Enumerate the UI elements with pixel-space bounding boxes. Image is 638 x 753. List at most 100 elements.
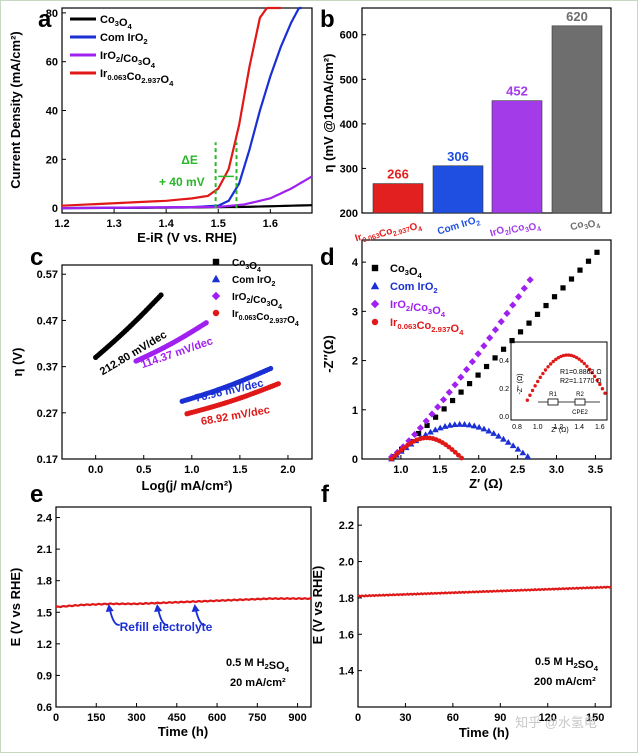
panel-b-bar — [372, 183, 424, 214]
panel-d-point-iro2co3o4 — [497, 318, 505, 326]
panel-b-category-label: IrO2/Co3O4 — [489, 214, 543, 247]
panel-f-xtick-label: 30 — [399, 712, 411, 724]
panel-d-point-co3o4 — [526, 320, 532, 326]
panel-d-inset-point — [561, 353, 566, 358]
panel-c-frame — [61, 264, 313, 460]
panel-d-point-co3o4 — [500, 346, 507, 352]
panel-e-ytick-label: 1.5 — [37, 607, 52, 619]
panel-f-ytick-label: 1.6 — [339, 629, 354, 641]
panel-d-point-iro2co3o4 — [457, 373, 465, 381]
panel-d-point-comiro2 — [456, 420, 464, 427]
panel-d-point-comiro2 — [514, 445, 522, 452]
panel-a-legend-label: Com IrO2 — [100, 32, 148, 46]
panel-d-point-co3o4 — [509, 337, 515, 344]
panel-b-category-label: Co3O4 — [569, 214, 601, 238]
panel-c-ytick-label: 0.27 — [37, 408, 58, 420]
panel-f-series — [357, 585, 612, 598]
panel-e-condition-current: 20 mA/cm² — [230, 677, 286, 689]
panel-f-xtick-label: 0 — [355, 712, 361, 724]
panel-d-point-comiro2 — [470, 422, 478, 429]
panel-d-inset-xlabel: Z′ (Ω) — [551, 427, 568, 434]
panel-c-xtick-label: 0.0 — [88, 464, 103, 476]
panel-letter-d: d — [320, 244, 335, 271]
panel-f-xtick-label: 90 — [494, 712, 506, 724]
panel-letter-e: e — [30, 481, 43, 508]
panel-e-ytick-label: 0.6 — [37, 702, 52, 714]
panel-d-inset-point — [577, 357, 581, 361]
panel-d-point-iro2co3o4 — [520, 284, 528, 292]
panel-d-legend-label: IrO2/Co3O4 — [390, 299, 446, 319]
panel-d-inset-point — [592, 374, 597, 379]
panel-d-inset-ylabel: -Z′′ (Ω) — [517, 373, 524, 394]
panel-a-legend-label: IrO2/Co3O4 — [100, 50, 156, 70]
panel-d-point-ir — [392, 453, 398, 459]
panel-d-inset-xtick-label: 1.2 — [554, 424, 564, 431]
panel-f-ylabel: E (V vs RHE) — [310, 566, 325, 645]
panel-d-legend-label: Ir0.063Co2.937O4 — [390, 317, 464, 337]
panel-d-point-co3o4 — [534, 311, 541, 317]
panel-d-xtick-label: 2.0 — [471, 464, 486, 476]
panel-d-inset-circuit-r1 — [547, 398, 559, 406]
panel-d-legend-marker — [370, 281, 380, 290]
panel-d-point-ir — [449, 447, 455, 452]
panel-e-condition-electrolyte: 0.5 M H2SO4 — [226, 657, 290, 674]
panel-d-point-co3o4 — [449, 397, 456, 404]
panel-f-ytick-label: 2.0 — [339, 557, 354, 569]
panel-d-point-comiro2 — [441, 423, 449, 429]
panel-a-xtick-label: 1.4 — [159, 218, 175, 230]
panel-letter-c: c — [30, 244, 43, 271]
panel-letter-b: b — [320, 6, 335, 33]
panel-d-xtick-label: 3.0 — [549, 464, 564, 476]
panel-a-legend-label: Co3O4 — [100, 14, 133, 31]
panel-d-point-co3o4 — [543, 302, 549, 309]
panel-f-ytick-label: 2.2 — [339, 520, 354, 532]
panel-d-point-iro2co3o4 — [514, 293, 523, 301]
panel-d-inset-point — [574, 355, 579, 360]
panel-d-inset-point — [525, 398, 530, 402]
panel-a-xtick-label: 1.3 — [106, 218, 121, 230]
panel-d-inset-circuit-label-cpe: CPE2 — [572, 410, 588, 416]
panel-a-xtick-label: 1.6 — [263, 218, 278, 230]
panel-d-point-iro2co3o4 — [509, 301, 517, 309]
panel-c-legend-label: Co3O4 — [232, 258, 261, 274]
panel-d-point-comiro2 — [451, 421, 459, 428]
panel-d-point-ir — [456, 452, 461, 458]
panel-d-point-iro2co3o4 — [434, 403, 442, 411]
panel-c-point — [158, 292, 164, 298]
panel-d-point-iro2co3o4 — [411, 430, 419, 439]
panel-e-xtick-label: 300 — [127, 712, 145, 724]
panel-d-inset-point — [541, 371, 545, 376]
panel-d-inset-ytick-label: 0.0 — [499, 414, 509, 421]
panel-e-xtick-label: 750 — [248, 712, 266, 724]
panel-d-point-ir — [459, 455, 464, 461]
panel-d-point-co3o4 — [475, 372, 481, 378]
panel-d-inset-point — [595, 378, 599, 382]
panel-e-xtick-label: 450 — [168, 712, 186, 724]
panel-d-inset-point — [567, 353, 571, 357]
panel-d-inset-point — [603, 391, 607, 395]
panel-a-ytick-label: 0 — [52, 203, 58, 215]
panel-a-ytick-label: 80 — [46, 8, 58, 20]
panel-d-point-co3o4 — [483, 363, 490, 370]
panel-b-ytick-label: 200 — [340, 208, 358, 220]
panel-d-ytick-label: 3 — [352, 306, 358, 318]
panel-c-ytick-label: 0.37 — [37, 362, 58, 374]
panel-a-deltaE-value: + 40 mV — [159, 175, 205, 189]
panel-b-ylabel: η (mV @10mA/cm²) — [321, 54, 336, 173]
panel-a-ylabel: Current Density (mA/cm²) — [8, 31, 23, 188]
panel-d-point-iro2co3o4 — [405, 437, 413, 445]
panel-d-inset-point — [569, 353, 574, 358]
panel-c-point — [275, 381, 281, 387]
panel-d-inset-frame — [510, 341, 608, 421]
panel-d-point-co3o4 — [577, 267, 583, 273]
panel-d-inset-fit-r2: R2=1.1770 Ω — [560, 378, 602, 385]
panel-d-legend-marker — [371, 264, 379, 272]
panel-b-bar — [551, 25, 603, 214]
panel-letter-a: a — [38, 6, 52, 33]
panel-d-inset-xtick-label: 1.4 — [574, 424, 584, 431]
panel-d-ytick-label: 2 — [352, 356, 358, 368]
panel-c-ytick-label: 0.17 — [37, 454, 58, 466]
panel-f-xtick-label: 60 — [447, 712, 459, 724]
panel-d-point-comiro2 — [524, 453, 532, 459]
panel-d-point-ir — [398, 447, 404, 453]
